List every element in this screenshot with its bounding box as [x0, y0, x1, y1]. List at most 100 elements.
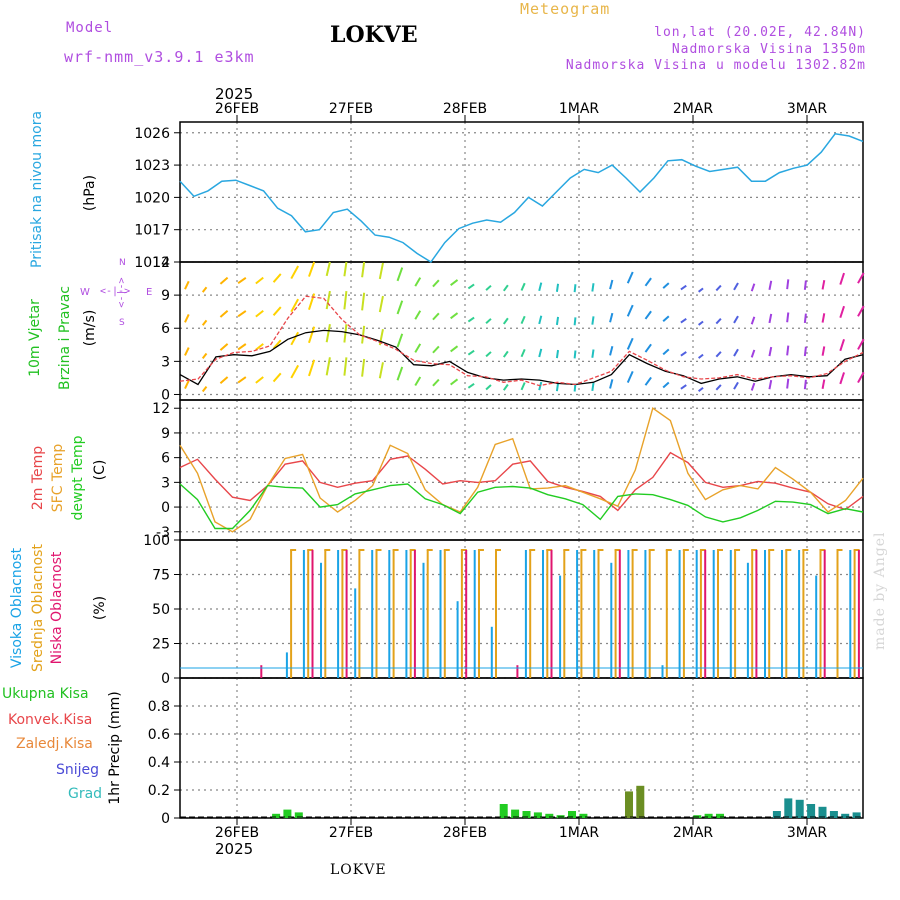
cloud-bar-0-29: [678, 550, 681, 678]
y-tick-label-1-4: 0: [161, 387, 170, 403]
temp-line-dewpt-temp: [179, 483, 864, 530]
wind-arrow-1-5: [272, 339, 282, 350]
wind-arrow-2-21: [555, 316, 560, 326]
cloud-bar-2-37: [823, 550, 826, 678]
cloud-bar-0-31: [712, 550, 715, 678]
y-tick-label-1-3: 3: [161, 354, 170, 370]
y-tick-label-3-4: 0: [161, 671, 170, 687]
cloud-bar-0-6: [285, 652, 288, 678]
precip-bar-47: [716, 813, 724, 818]
wind-arrow-0-33: [768, 379, 773, 390]
cloud-bar-1-36: [802, 550, 805, 678]
wind-arrow-3-4: [255, 276, 264, 285]
cloud-bar-0-32: [729, 550, 732, 678]
wind-arrow-0-32: [750, 382, 756, 391]
cloud-bar-2-30: [704, 550, 707, 678]
y-tick-label-1-1: 9: [161, 288, 170, 304]
cloud-bar-0-15: [439, 550, 442, 678]
model-label: Model: [66, 20, 114, 36]
top-day-label-2: 28FEB: [443, 101, 487, 117]
cloud-bar-0-18: [490, 626, 493, 678]
wind-arrow-1-31: [733, 348, 739, 357]
wind-arrow-2-12: [396, 300, 404, 315]
wind-arrow-3-20: [538, 282, 543, 292]
y-tick-label-1-0: 12: [152, 255, 170, 271]
wind-arrow-0-15: [450, 378, 459, 386]
cloud-bar-2-19: [516, 665, 519, 678]
cloud-bar-0-7: [302, 550, 305, 678]
wind-arrow-0-36: [821, 379, 826, 390]
compass-s: S: [119, 318, 125, 328]
cloud-bar-1-17: [478, 550, 480, 678]
wind-arrow-2-37: [839, 305, 845, 318]
cloud-bar-2-21: [550, 550, 553, 678]
wind-arrow-2-30: [715, 317, 722, 325]
wind-arrow-2-36: [821, 313, 826, 323]
cloud-bar-1-18: [495, 550, 497, 678]
y-tick-label-2-4: 0: [161, 500, 170, 516]
cloud-bar-1-39: [853, 550, 856, 678]
wind-arrow-3-15: [450, 279, 459, 286]
y-tick-label-2-1: 9: [161, 426, 170, 442]
wind-arrow-1-12: [396, 333, 404, 348]
precip-bar-57: [829, 811, 838, 818]
y-tick-label-2-2: 6: [161, 451, 170, 467]
cloud-bar-0-30: [695, 550, 698, 678]
wind-arrow-1-15: [450, 345, 459, 353]
wind-arrow-3-25: [626, 271, 634, 284]
wind-arrow-0-26: [644, 376, 652, 386]
wind-arrow-0-2: [219, 376, 229, 384]
wind-arrow-3-21: [555, 283, 560, 292]
wind-arrow-2-4: [255, 309, 264, 318]
cloud-bar-0-24: [593, 550, 596, 678]
wind-arrow-0-29: [697, 386, 704, 392]
bottom-day-label-0: 26FEB: [215, 825, 259, 841]
wind-arrow-3-16: [467, 283, 475, 290]
precip-bar-8: [272, 813, 281, 818]
y-tick-label-2-3: 3: [161, 475, 170, 491]
wind-arrow-3-29: [697, 287, 704, 293]
cloud-bar-0-22: [559, 575, 562, 678]
wind-arrow-0-31: [733, 381, 739, 390]
cloud-bar-0-9: [337, 550, 340, 678]
wind-arrow-2-3: [237, 310, 247, 318]
pressure-line: [179, 132, 864, 264]
wind-arrow-3-24: [609, 279, 614, 290]
wind-arrow-0-16: [467, 382, 475, 389]
wind-arrow-1-33: [768, 346, 773, 357]
model-altitude: Nadmorska Visina u modelu 1302.82m: [565, 58, 866, 73]
precip-bar-54: [795, 799, 804, 818]
cloud-bar-1-12: [392, 550, 395, 678]
wind-arrow-0-27: [662, 381, 670, 389]
wind-arrow-3-7: [308, 261, 316, 277]
precip-bar-10: [294, 812, 303, 818]
wind-arrow-0-8: [325, 357, 331, 376]
cloud-bar-0-37: [815, 575, 818, 678]
wind-arrow-2-5: [272, 306, 282, 316]
wind-arrow-1-34: [786, 345, 790, 356]
cloud-bar-1-27: [648, 550, 651, 678]
wind-arrow-2-16: [467, 316, 475, 323]
wind-arrow-1-3: [237, 343, 247, 351]
bottom-day-label-5: 3MAR: [787, 825, 828, 841]
cloud-bar-1-24: [597, 550, 600, 678]
wind-arrow-1-24: [609, 345, 614, 356]
wind-arrow-2-15: [450, 312, 459, 320]
cloud-bar-1-13: [409, 550, 412, 678]
wind-arrow-1-1: [201, 352, 208, 359]
wind-arrow-2-19: [520, 315, 526, 325]
wind-arrow-0-34: [786, 378, 790, 389]
cloud-bar-1-34: [768, 550, 771, 678]
wind-arrow-1-37: [839, 339, 845, 352]
cloud-bar-1-31: [717, 550, 719, 678]
y-tick-label-0-2: 1020: [134, 190, 170, 206]
wind-arrow-2-1: [201, 319, 208, 326]
y-tick-label-0-0: 1026: [134, 126, 170, 142]
coords: lon,lat (20.02E, 42.84N): [654, 25, 866, 40]
cloud-bar-0-39: [849, 550, 852, 678]
wind-arrow-3-14: [432, 279, 440, 288]
wind-arrow-2-11: [378, 295, 384, 313]
cloud-bar-1-15: [443, 550, 446, 678]
cloud-bar-0-11: [371, 550, 374, 678]
